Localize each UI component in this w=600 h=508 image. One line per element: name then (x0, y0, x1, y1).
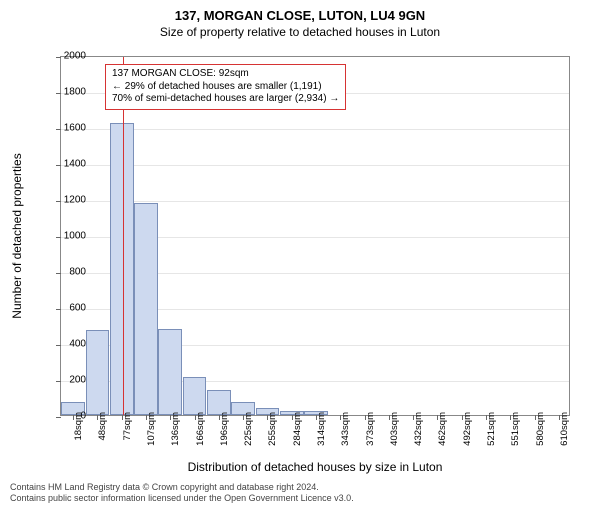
ytick-label: 1800 (46, 87, 86, 98)
histogram-bar (134, 203, 158, 415)
xtick-label: 492sqm (462, 412, 473, 446)
ytick-label: 800 (46, 267, 86, 278)
annotation-line1: 137 MORGAN CLOSE: 92sqm (112, 68, 339, 81)
histogram-bar (110, 123, 134, 415)
xtick-label: 48sqm (97, 412, 108, 441)
xtick-label: 77sqm (122, 412, 133, 441)
xtick-label: 196sqm (219, 412, 230, 446)
ytick-label: 1200 (46, 195, 86, 206)
y-axis-label: Number of detached properties (10, 153, 24, 318)
annotation-line3: 70% of semi-detached houses are larger (… (112, 93, 339, 106)
ytick-label: 1400 (46, 159, 86, 170)
gridline (61, 129, 569, 130)
xtick-label: 403sqm (389, 412, 400, 446)
xtick-label: 136sqm (170, 412, 181, 446)
footer: Contains HM Land Registry data © Crown c… (10, 482, 354, 505)
page-title: 137, MORGAN CLOSE, LUTON, LU4 9GN (0, 8, 600, 23)
histogram-bar (183, 377, 207, 415)
ytick-label: 400 (46, 339, 86, 350)
ytick-label: 0 (46, 411, 86, 422)
xtick-label: 284sqm (292, 412, 303, 446)
xtick-label: 521sqm (486, 412, 497, 446)
page-subtitle: Size of property relative to detached ho… (0, 25, 600, 39)
xtick-label: 610sqm (559, 412, 570, 446)
xtick-label: 255sqm (267, 412, 278, 446)
reference-line (123, 57, 124, 415)
xtick-label: 314sqm (316, 412, 327, 446)
ytick-label: 2000 (46, 51, 86, 62)
ytick-label: 1000 (46, 231, 86, 242)
footer-line1: Contains HM Land Registry data © Crown c… (10, 482, 354, 493)
plot-area: 18sqm48sqm77sqm107sqm136sqm166sqm196sqm2… (60, 56, 570, 416)
xtick-label: 580sqm (535, 412, 546, 446)
ytick-label: 1600 (46, 123, 86, 134)
ytick-label: 600 (46, 303, 86, 314)
xtick-label: 166sqm (195, 412, 206, 446)
xtick-label: 343sqm (340, 412, 351, 446)
footer-line2: Contains public sector information licen… (10, 493, 354, 504)
xtick-label: 551sqm (510, 412, 521, 446)
xtick-label: 107sqm (146, 412, 157, 446)
annotation-line2: ← 29% of detached houses are smaller (1,… (112, 81, 339, 94)
ytick-label: 200 (46, 375, 86, 386)
chart-container: 137, MORGAN CLOSE, LUTON, LU4 9GN Size o… (0, 8, 600, 508)
xtick-label: 373sqm (365, 412, 376, 446)
histogram-bar (158, 329, 182, 415)
histogram-bar (86, 330, 110, 415)
gridline (61, 165, 569, 166)
xtick-label: 432sqm (413, 412, 424, 446)
annotation-box: 137 MORGAN CLOSE: 92sqm ← 29% of detache… (105, 64, 346, 110)
xtick-label: 462sqm (437, 412, 448, 446)
x-axis-label: Distribution of detached houses by size … (60, 460, 570, 474)
xtick-label: 225sqm (243, 412, 254, 446)
